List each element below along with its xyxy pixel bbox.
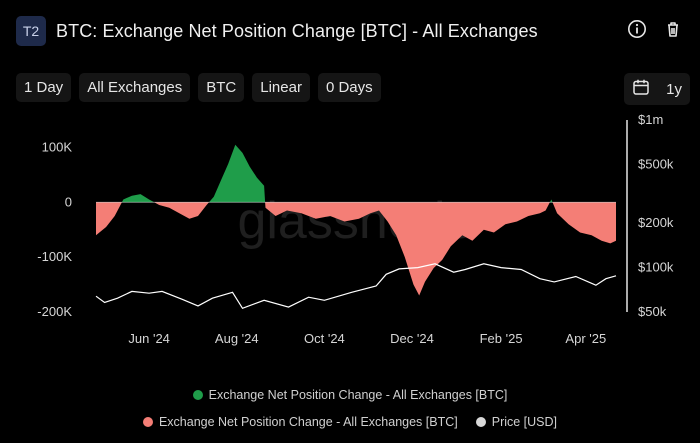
x-tick-label: Jun '24: [128, 331, 170, 346]
exchange-select[interactable]: All Exchanges: [79, 73, 191, 102]
x-tick-label: Apr '25: [565, 331, 606, 346]
x-tick-label: Aug '24: [215, 331, 259, 346]
y-right-tick-label: $50k: [638, 304, 667, 319]
net-position-positive-area: [96, 144, 616, 203]
x-tick-label: Oct '24: [304, 331, 345, 346]
y-right-tick-label: $1m: [638, 112, 663, 127]
resolution-select[interactable]: 1 Day: [16, 73, 72, 102]
y-right-tick-label: $200k: [638, 215, 674, 230]
chart-header: T2 BTC: Exchange Net Position Change [BT…: [16, 14, 684, 48]
y-right-tick-label: $100k: [638, 260, 674, 275]
tier-badge: T2: [16, 16, 46, 46]
range-selector[interactable]: 1y: [624, 73, 690, 105]
legend-item-negative[interactable]: Exchange Net Position Change - All Excha…: [142, 415, 458, 429]
filter-bar: 1 Day All Exchanges BTC Linear 0 Days: [16, 73, 381, 102]
legend: Exchange Net Position Change - All Excha…: [0, 388, 700, 429]
legend-label-negative: Exchange Net Position Change - All Excha…: [158, 415, 458, 429]
legend-swatch-price: [475, 417, 486, 427]
y-left-tick-label: -100K: [37, 249, 72, 264]
x-tick-label: Dec '24: [390, 331, 434, 346]
y-left-tick-label: 0: [65, 194, 72, 209]
asset-select[interactable]: BTC: [198, 73, 245, 102]
legend-label-price: Price [USD]: [491, 415, 558, 429]
header-actions: [626, 18, 684, 40]
moving-average-select[interactable]: 0 Days: [317, 73, 381, 102]
legend-label-positive: Exchange Net Position Change - All Excha…: [208, 388, 508, 402]
trash-icon[interactable]: [662, 18, 684, 40]
calendar-icon: [632, 78, 650, 100]
y-left-tick-label: -200K: [37, 304, 72, 319]
x-tick-label: Feb '25: [480, 331, 523, 346]
legend-swatch-positive: [192, 390, 203, 400]
y-left-tick-label: 100K: [42, 139, 73, 154]
chart-area: glassnode100K0-100K-200K$1m$500k$200k$10…: [37, 112, 674, 346]
price-line: [95, 263, 617, 310]
legend-item-positive[interactable]: Exchange Net Position Change - All Excha…: [192, 388, 508, 402]
y-right-tick-label: $500k: [638, 156, 674, 171]
info-icon[interactable]: [626, 18, 648, 40]
legend-swatch-negative: [142, 417, 153, 427]
scale-select[interactable]: Linear: [252, 73, 310, 102]
page-title: BTC: Exchange Net Position Change [BTC] …: [56, 20, 538, 41]
range-label: 1y: [666, 80, 682, 98]
net-position-negative-area: [96, 202, 616, 296]
legend-item-price[interactable]: Price [USD]: [475, 415, 558, 429]
